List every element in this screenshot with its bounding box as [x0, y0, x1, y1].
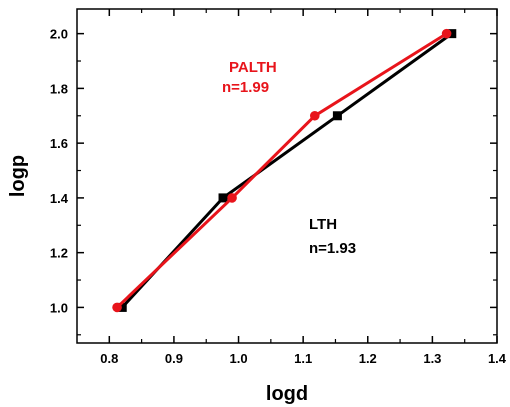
x-tick-label: 0.8 [100, 351, 118, 366]
y-axis-title: logp [7, 155, 29, 197]
data-point-circle [112, 302, 122, 313]
y-tick-label: 1.8 [50, 81, 68, 96]
series-1 [117, 29, 457, 312]
data-point-square [447, 29, 457, 39]
data-point-square [117, 302, 127, 312]
axis-ticks: 0.8 0.9 1.0 1.1 1.2 1.3 1.4 1.0 1.2 1.4 1.6 1.8 2.0 [50, 9, 507, 366]
plot-frame [76, 8, 498, 344]
series-layer [112, 28, 457, 313]
x-tick-label: 1.4 [488, 351, 507, 366]
annotation-lth-name: LTH [309, 216, 337, 233]
y-tick-label: 1.2 [50, 246, 68, 261]
data-point-circle [441, 28, 452, 39]
x-tick-label: 1.1 [294, 351, 312, 366]
x-tick-label: 0.9 [165, 351, 183, 366]
x-tick-label: 1.3 [423, 351, 441, 366]
annotation-palth-name: PALTH [229, 59, 277, 76]
y-tick-label: 2.0 [50, 27, 68, 42]
y-tick-label: 1.0 [50, 300, 68, 315]
data-point-square [332, 111, 342, 121]
annotation-lth-exponent: n=1.93 [309, 240, 356, 257]
data-point-circle [309, 110, 320, 121]
y-tick-label: 1.4 [50, 191, 69, 206]
annotation-palth-exponent: n=1.99 [222, 79, 269, 96]
data-point-circle [227, 193, 237, 203]
series-line [116, 32, 448, 309]
x-tick-label: 1.2 [359, 351, 377, 366]
x-tick-label: 1.0 [229, 351, 247, 366]
data-point-square [218, 193, 228, 203]
y-tick-label: 1.6 [50, 136, 68, 151]
series-line [121, 32, 453, 309]
x-axis-title: logd [266, 383, 308, 405]
series-2 [112, 28, 452, 313]
